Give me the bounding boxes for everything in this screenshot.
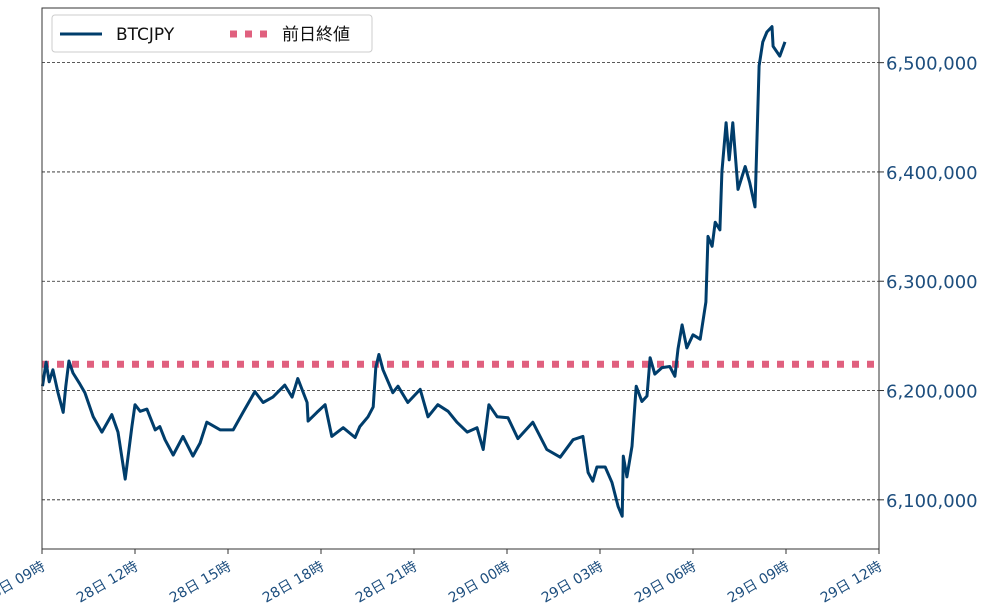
x-tick-label: 28日 21時 [353, 559, 420, 607]
btcjpy-series-line [41, 25, 787, 518]
x-tick-label: 29日 00時 [446, 559, 513, 607]
x-tick-label: 29日 03時 [539, 559, 606, 607]
grid-lines [42, 62, 879, 501]
plot-frame [41, 7, 880, 550]
legend-box [51, 14, 373, 53]
x-tick-label: 28日 18時 [260, 559, 327, 607]
x-tick-label: 28日 09時 [0, 559, 48, 607]
y-tick-label: 6,500,000 [886, 54, 978, 75]
y-tick-label: 6,300,000 [886, 272, 978, 293]
y-tick-label: 6,200,000 [886, 382, 978, 403]
legend: BTCJPY 前日終値 [51, 14, 373, 53]
x-tick-label: 29日 09時 [725, 559, 792, 607]
x-tick-label: 29日 06時 [632, 559, 699, 607]
legend-label-btcjpy: BTCJPY [116, 25, 175, 45]
x-tick-label: 28日 15時 [167, 559, 234, 607]
x-tick-label: 29日 12時 [818, 559, 885, 607]
y-axis: 6,100,000 6,200,000 6,300,000 6,400,000 6,50… [879, 54, 978, 512]
x-axis: 28日 09時 28日 12時 28日 15時 28日 18時 28日 21時 29日 0… [0, 549, 885, 607]
y-tick-label: 6,400,000 [886, 163, 978, 184]
x-tick-label: 28日 12時 [74, 559, 141, 607]
legend-label-previous-close: 前日終値 [282, 25, 350, 45]
y-tick-label: 6,100,000 [886, 491, 978, 512]
